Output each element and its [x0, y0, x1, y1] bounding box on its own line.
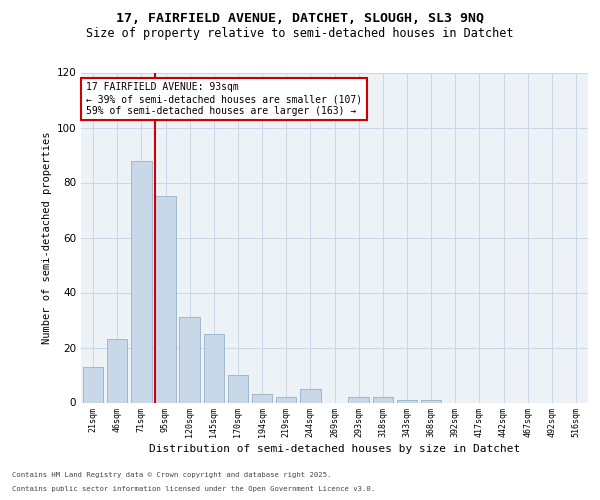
- Bar: [155, 196, 176, 402]
- Bar: [131, 160, 152, 402]
- Text: Contains HM Land Registry data © Crown copyright and database right 2025.: Contains HM Land Registry data © Crown c…: [12, 472, 331, 478]
- Bar: [300, 389, 320, 402]
- Bar: [83, 367, 103, 402]
- Bar: [373, 397, 393, 402]
- Text: Size of property relative to semi-detached houses in Datchet: Size of property relative to semi-detach…: [86, 28, 514, 40]
- Bar: [397, 400, 417, 402]
- Bar: [252, 394, 272, 402]
- Bar: [179, 318, 200, 402]
- Text: 17, FAIRFIELD AVENUE, DATCHET, SLOUGH, SL3 9NQ: 17, FAIRFIELD AVENUE, DATCHET, SLOUGH, S…: [116, 12, 484, 26]
- X-axis label: Distribution of semi-detached houses by size in Datchet: Distribution of semi-detached houses by …: [149, 444, 520, 454]
- Bar: [107, 339, 127, 402]
- Bar: [349, 397, 369, 402]
- Bar: [203, 334, 224, 402]
- Y-axis label: Number of semi-detached properties: Number of semi-detached properties: [42, 131, 52, 344]
- Bar: [276, 397, 296, 402]
- Bar: [421, 400, 442, 402]
- Text: 17 FAIRFIELD AVENUE: 93sqm
← 39% of semi-detached houses are smaller (107)
59% o: 17 FAIRFIELD AVENUE: 93sqm ← 39% of semi…: [86, 82, 362, 116]
- Text: Contains public sector information licensed under the Open Government Licence v3: Contains public sector information licen…: [12, 486, 375, 492]
- Bar: [227, 375, 248, 402]
